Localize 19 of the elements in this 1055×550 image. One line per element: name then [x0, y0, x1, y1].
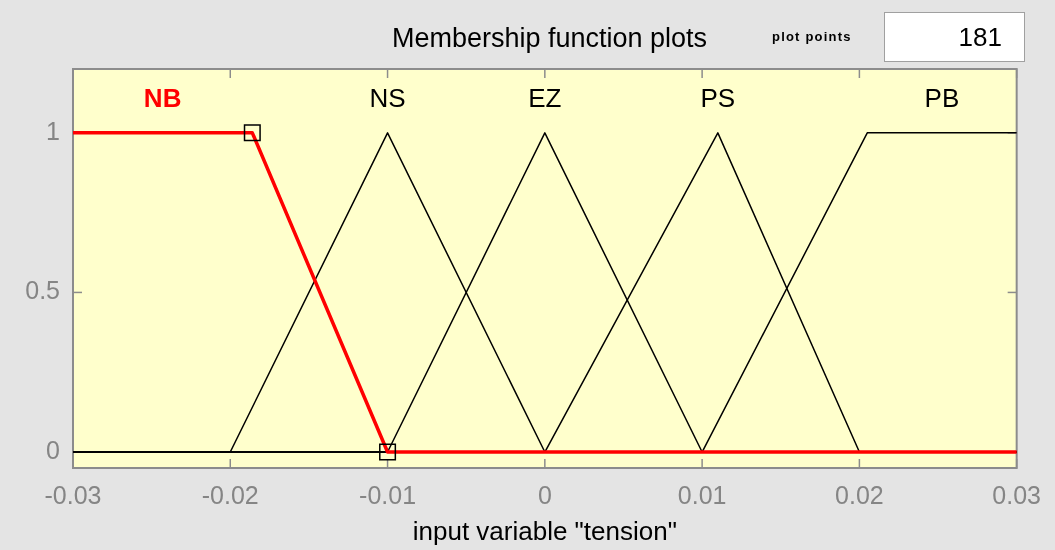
series-label: EZ: [528, 83, 562, 114]
series-label: PS: [700, 83, 736, 114]
text: plot points: [772, 28, 852, 46]
x-tick-label: 0.03: [992, 480, 1042, 509]
x-axis-title: input variable "tension": [412, 515, 677, 546]
series-label: NS: [369, 83, 406, 114]
x-tick-label: 0.02: [835, 480, 884, 509]
x-tick-label: -0.02: [201, 480, 259, 509]
x-tick-label: -0.03: [44, 480, 102, 509]
series-label: PB: [924, 83, 960, 114]
x-tick-label: -0.01: [359, 480, 417, 509]
y-tick-label: 0: [46, 435, 60, 464]
y-tick-label: 0.5: [25, 276, 60, 305]
chart-title: Membership function plots: [391, 23, 708, 53]
x-tick-label: 0.01: [677, 480, 727, 509]
y-tick-label: 1: [46, 116, 60, 145]
x-tick-label: 0: [537, 480, 552, 509]
series-label: NB: [143, 83, 182, 114]
text-field: 181: [884, 12, 1025, 62]
